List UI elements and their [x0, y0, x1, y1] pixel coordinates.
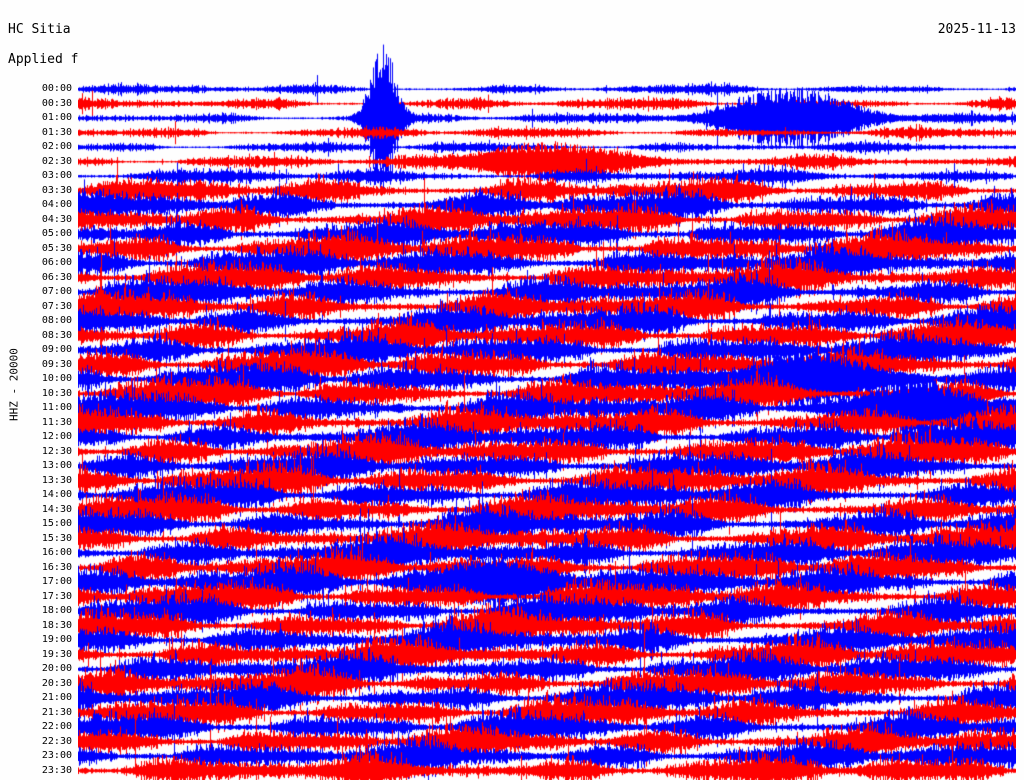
time-tick-label: 10:00	[41, 373, 72, 384]
time-tick-label: 07:00	[41, 286, 72, 297]
time-tick-label: 13:00	[41, 460, 72, 471]
time-tick-label: 01:00	[41, 112, 72, 123]
time-tick-label: 21:30	[41, 706, 72, 718]
time-tick-label: 05:30	[41, 242, 72, 254]
time-axis: 00:00 00:30 01:00 01:30 02:00 02:30 03:00 03:30…	[0, 82, 76, 780]
time-tick-label: 19:30	[41, 648, 72, 660]
time-tick-label: 07:30	[41, 300, 72, 312]
time-tick-label: 14:00	[41, 489, 72, 500]
time-tick-label: 19:00	[41, 634, 72, 645]
time-tick-label: 09:30	[41, 358, 72, 370]
time-tick-label: 14:30	[41, 503, 72, 515]
seismogram-plot	[78, 36, 1016, 780]
time-tick-label: 06:30	[41, 271, 72, 283]
time-tick-label: 03:30	[41, 184, 72, 196]
time-tick-label: 02:30	[41, 155, 72, 167]
time-tick-label: 11:00	[41, 402, 72, 413]
time-tick-label: 02:00	[41, 141, 72, 152]
time-tick-label: 15:00	[41, 518, 72, 529]
time-tick-label: 18:00	[41, 605, 72, 616]
time-tick-label: 10:30	[41, 387, 72, 399]
record-date: 2025-11-13	[937, 22, 1016, 37]
time-tick-label: 22:30	[41, 735, 72, 747]
time-tick-label: 22:00	[41, 721, 72, 732]
time-tick-label: 12:30	[41, 445, 72, 457]
time-tick-label: 20:30	[41, 677, 72, 689]
station-name: HC Sitia	[8, 22, 71, 37]
time-tick-label: 05:00	[41, 228, 72, 239]
time-tick-label: 00:30	[41, 97, 72, 109]
time-tick-label: 01:30	[41, 126, 72, 138]
time-tick-label: 11:30	[41, 416, 72, 428]
time-tick-label: 04:00	[41, 199, 72, 210]
time-tick-label: 17:00	[41, 576, 72, 587]
time-tick-label: 16:00	[41, 547, 72, 558]
seismogram-traces	[78, 36, 1016, 780]
time-tick-label: 20:00	[41, 663, 72, 674]
time-tick-label: 13:30	[41, 474, 72, 486]
time-tick-label: 00:00	[41, 83, 72, 94]
time-tick-label: 12:00	[41, 431, 72, 442]
time-tick-label: 15:30	[41, 532, 72, 544]
time-tick-label: 18:30	[41, 619, 72, 631]
time-tick-label: 23:00	[41, 750, 72, 761]
time-tick-label: 08:00	[41, 315, 72, 326]
time-tick-label: 06:00	[41, 257, 72, 268]
time-tick-label: 17:30	[41, 590, 72, 602]
time-tick-label: 23:30	[41, 764, 72, 776]
time-tick-label: 16:30	[41, 561, 72, 573]
time-tick-label: 09:00	[41, 344, 72, 355]
time-tick-label: 04:30	[41, 213, 72, 225]
time-tick-label: 03:00	[41, 170, 72, 181]
time-tick-label: 21:00	[41, 692, 72, 703]
time-tick-label: 08:30	[41, 329, 72, 341]
